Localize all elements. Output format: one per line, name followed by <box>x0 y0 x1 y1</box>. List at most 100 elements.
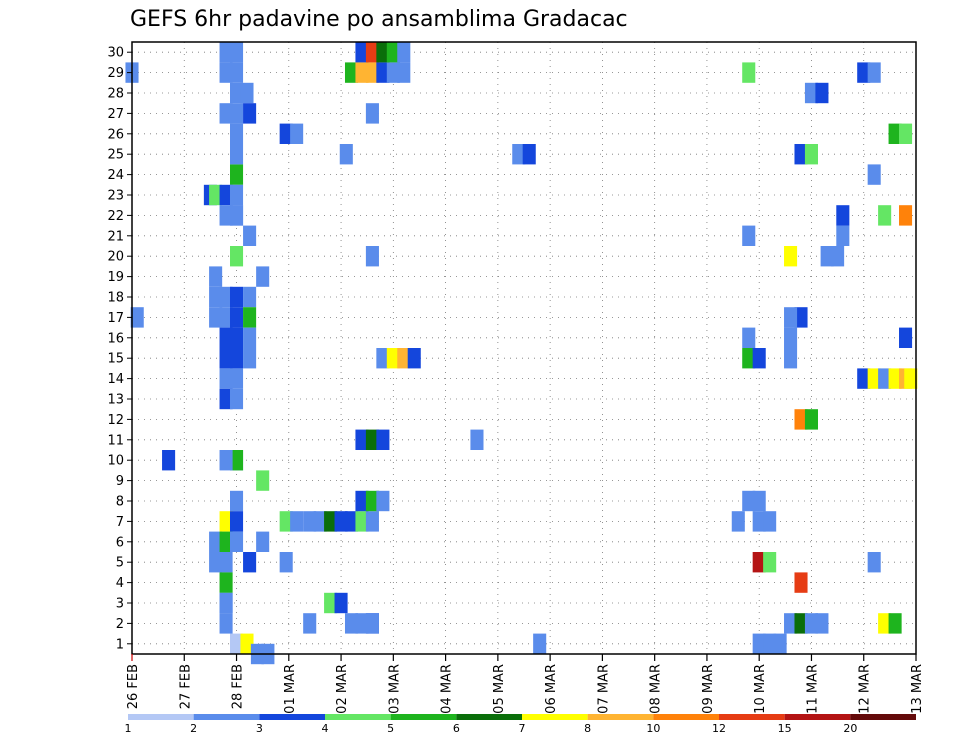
precip-cell <box>365 62 379 83</box>
precip-cell <box>752 633 766 654</box>
precip-cell <box>230 307 244 328</box>
precip-cell <box>219 388 233 410</box>
precip-cell <box>334 592 348 614</box>
chart-title: GEFS 6hr padavine po ansamblima Gradacac <box>130 7 628 32</box>
precip-cell <box>522 144 536 165</box>
precip-cell <box>303 511 317 532</box>
precip-cell <box>256 470 270 491</box>
x-tick-label: 04 MAR <box>440 664 455 714</box>
precip-cell <box>752 511 766 532</box>
precip-cell <box>344 62 359 83</box>
plot-frame <box>131 41 917 655</box>
x-tick-label: 07 MAR <box>596 664 611 714</box>
colorbar-label: 3 <box>256 722 263 735</box>
y-tick-label: 28 <box>107 87 124 102</box>
y-tick-label: 6 <box>116 535 124 550</box>
precip-cell <box>313 511 327 532</box>
y-tick-label: 7 <box>116 515 124 530</box>
precip-cell <box>397 348 411 369</box>
precip-cell <box>794 409 808 430</box>
precip-cell <box>804 144 818 165</box>
y-axis: 1234567891011121314151617181920212223242… <box>107 46 132 652</box>
x-tick-label: 27 FEB <box>178 664 193 709</box>
precip-cell <box>219 205 233 226</box>
precip-cell <box>219 531 233 552</box>
precip-cell <box>365 246 379 267</box>
precip-cell <box>742 490 756 512</box>
precip-cell <box>344 511 359 532</box>
colorbar: 1 2 3 4 5 6 7 8 10 12 15 20 <box>125 714 916 735</box>
precip-cell <box>878 368 892 389</box>
y-tick-label: 18 <box>107 291 124 306</box>
precip-cell <box>742 348 756 369</box>
precip-cell <box>209 184 223 206</box>
precip-cell <box>904 368 918 389</box>
precip-cell <box>279 552 293 573</box>
precip-cell <box>742 327 756 348</box>
precip-cell <box>899 123 913 144</box>
precip-cell <box>219 286 233 308</box>
colorbar-label: 8 <box>584 722 591 735</box>
precip-cell <box>219 572 233 593</box>
colorbar-swatch <box>522 714 588 720</box>
precip-cell <box>742 225 756 246</box>
precip-cell <box>230 388 244 410</box>
precip-cell <box>857 368 871 389</box>
precip-cell <box>219 348 233 369</box>
y-tick-label: 14 <box>107 372 124 387</box>
colorbar-label: 4 <box>322 722 329 735</box>
precip-cell <box>407 348 421 369</box>
precip-cell <box>279 123 293 144</box>
precip-cell <box>376 490 390 512</box>
colorbar-swatch <box>259 714 325 720</box>
precip-cell <box>878 613 892 634</box>
precip-cell <box>376 42 390 63</box>
x-tick-label: 12 MAR <box>858 664 873 714</box>
colorbar-label: 15 <box>778 722 792 735</box>
precip-cell <box>230 144 244 165</box>
precip-cell <box>219 552 233 573</box>
precip-cell <box>752 348 766 369</box>
precip-cell <box>397 62 411 83</box>
precip-cell <box>219 184 233 206</box>
y-tick-label: 4 <box>116 576 124 591</box>
y-tick-label: 29 <box>107 66 124 81</box>
precip-cell <box>219 42 233 63</box>
precip-cell <box>334 511 348 532</box>
y-tick-label: 24 <box>107 168 124 183</box>
precip-cell <box>219 368 233 389</box>
precip-cell <box>470 429 484 450</box>
y-tick-label: 21 <box>107 229 124 244</box>
precip-cell <box>209 531 223 552</box>
precip-cell <box>303 613 317 634</box>
precip-cell <box>243 348 257 369</box>
x-tick-label: 10 MAR <box>753 664 768 714</box>
y-tick-label: 13 <box>107 393 124 408</box>
colorbar-swatch <box>325 714 391 720</box>
precip-cell <box>815 82 829 104</box>
x-axis: 26 FEB 27 FEB 28 FEB 01 MAR 02 MAR 03 MAR 04 M… <box>126 654 925 714</box>
precip-cell <box>784 613 798 634</box>
precip-cell <box>230 327 244 348</box>
colorbar-label: 6 <box>453 722 460 735</box>
precip-cell <box>512 144 526 165</box>
colorbar-label: 20 <box>843 722 857 735</box>
colorbar-label: 5 <box>387 722 394 735</box>
precip-cell <box>243 103 257 124</box>
precip-cell <box>355 490 369 512</box>
precip-cell <box>209 266 223 287</box>
precip-cell <box>230 531 244 552</box>
colorbar-swatch <box>784 714 851 720</box>
colorbar-swatch <box>390 714 457 720</box>
precip-cell <box>804 409 818 430</box>
precip-cell <box>794 144 808 165</box>
precip-cell <box>230 490 244 512</box>
y-tick-label: 23 <box>107 189 124 204</box>
precip-cell <box>763 552 777 573</box>
y-tick-label: 8 <box>116 495 124 510</box>
precip-cell <box>230 62 244 83</box>
precip-cell <box>752 490 766 512</box>
precip-cell <box>230 123 244 144</box>
precip-cell <box>219 511 233 532</box>
precip-cell <box>365 613 379 634</box>
